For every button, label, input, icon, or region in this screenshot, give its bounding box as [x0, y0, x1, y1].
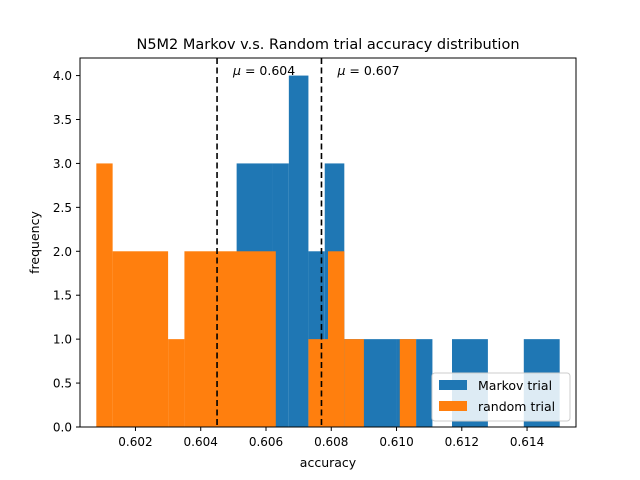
y-tick-label: 2.0	[53, 245, 72, 259]
x-tick-label: 0.606	[249, 435, 283, 449]
y-tick-label: 1.0	[53, 333, 72, 347]
y-tick-label: 3.0	[53, 157, 72, 171]
plot-frame	[79, 57, 577, 428]
histogram-bar	[96, 163, 113, 427]
legend-swatch	[439, 401, 467, 411]
x-tick-label: 0.612	[445, 435, 479, 449]
histogram-bar	[168, 339, 185, 427]
bars-layer	[96, 75, 560, 428]
x-tick-label: 0.614	[510, 435, 544, 449]
mean-lines-layer: μ = 0.604 μ = 0.607	[216, 58, 400, 427]
histogram-bar	[399, 339, 417, 427]
mean-annotation: μ = 0.604	[232, 63, 295, 78]
histogram-bar	[272, 163, 289, 427]
histogram-bar	[112, 251, 169, 427]
x-axis: 0.602 0.604 0.606 0.608 0.610 0.612 0.614	[118, 427, 544, 449]
y-tick-label: 0.5	[53, 377, 72, 391]
histogram-bar	[328, 251, 345, 427]
x-tick-label: 0.610	[379, 435, 413, 449]
y-tick-label: 4.0	[53, 69, 72, 83]
y-tick-label: 3.5	[53, 113, 72, 127]
y-tick-label: 2.5	[53, 201, 72, 215]
y-tick-label: 0.0	[53, 421, 72, 435]
x-tick-label: 0.608	[314, 435, 348, 449]
mean-annotation: μ = 0.607	[336, 63, 399, 78]
histogram-bar	[360, 339, 397, 427]
x-axis-label: accuracy	[300, 455, 357, 470]
legend-swatch	[439, 380, 467, 390]
x-tick-label: 0.602	[118, 435, 152, 449]
legend-label: Markov trial	[478, 378, 552, 393]
histogram-bar	[288, 75, 309, 428]
histogram-bar	[416, 339, 433, 427]
chart-title: N5M2 Markov v.s. Random trial accuracy d…	[136, 37, 519, 53]
legend: Markov trial random trial	[431, 372, 571, 422]
y-axis-label: frequency	[27, 211, 42, 274]
histogram-bar	[308, 339, 328, 427]
y-axis: 0.0 0.5 1.0 1.5 2.0 2.5 3.0 3.5 4.0	[53, 69, 80, 435]
legend-label: random trial	[478, 399, 555, 414]
x-tick-label: 0.604	[184, 435, 218, 449]
histogram-bar	[184, 251, 276, 427]
y-tick-label: 1.5	[53, 289, 72, 303]
histogram-bar	[344, 339, 364, 427]
